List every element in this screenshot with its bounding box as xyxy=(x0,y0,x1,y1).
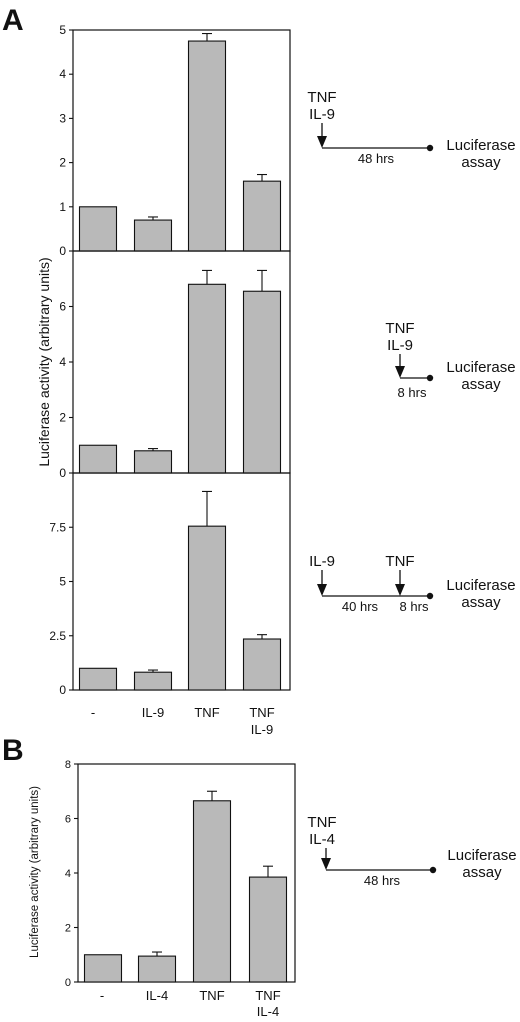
schematic-label: IL-4 xyxy=(309,831,335,848)
bar xyxy=(133,219,173,252)
bar xyxy=(242,180,282,252)
schematic-label: TNF xyxy=(307,814,336,831)
panel-a-x-axis-labels: - IL-9 TNF TNF IL-9 xyxy=(91,705,275,737)
bar xyxy=(187,40,227,252)
bar xyxy=(133,450,173,474)
duration-label: 8 hrs xyxy=(398,385,427,400)
arrow-down-icon xyxy=(317,584,327,596)
panel-a-y-axis-label: Luciferase activity (arbitrary units) xyxy=(36,257,52,466)
chart-a-top: 0 1 2 3 4 5 xyxy=(59,23,291,258)
panel-b-x-axis-labels: - IL-4 TNF TNF IL-4 xyxy=(100,988,281,1019)
y-tick-label: 2 xyxy=(59,156,66,170)
endpoint-dot xyxy=(426,374,434,382)
arrow-down-icon xyxy=(321,858,331,870)
y-tick-label: 7.5 xyxy=(49,520,66,534)
assay-label-line2: assay xyxy=(461,594,501,611)
bar xyxy=(133,671,173,691)
x-label-4-line1: TNF xyxy=(249,705,274,720)
assay-label-line1: Luciferase xyxy=(446,359,515,376)
chart-b: 0 2 4 6 8 xyxy=(65,759,296,989)
duration-label: 48 hrs xyxy=(358,151,395,166)
chart-a-middle: 0 2 4 6 xyxy=(59,250,291,480)
schematic-label: IL-9 xyxy=(309,553,335,570)
y-tick-label: 4 xyxy=(59,355,66,369)
endpoint-dot xyxy=(426,144,434,152)
chart-a-bottom: 0 2.5 5 7.5 xyxy=(49,472,291,697)
arrow-down-icon xyxy=(395,584,405,596)
panel-b-y-axis-label: Luciferase activity (arbitrary units) xyxy=(29,786,41,958)
duration-label: 48 hrs xyxy=(364,873,401,888)
y-tick-label: 1 xyxy=(59,200,66,214)
x-label-4-line2: IL-4 xyxy=(257,1004,279,1019)
x-label-4-line2: IL-9 xyxy=(251,722,273,737)
bar xyxy=(187,525,227,691)
endpoint-dot xyxy=(426,592,434,600)
bar xyxy=(242,638,282,691)
assay-label-line1: Luciferase xyxy=(447,847,516,864)
y-tick-label: 4 xyxy=(65,868,71,880)
y-tick-label: 4 xyxy=(59,67,66,81)
y-tick-label: 5 xyxy=(59,575,66,589)
y-tick-label: 0 xyxy=(65,977,71,989)
bar xyxy=(192,800,232,983)
y-tick-label: 2 xyxy=(65,923,71,935)
x-label-3: TNF xyxy=(194,705,219,720)
bar xyxy=(83,954,123,983)
duration-label: 40 hrs xyxy=(342,599,379,614)
x-label-2: IL-9 xyxy=(142,705,164,720)
assay-label-line2: assay xyxy=(462,864,502,881)
schematic-label: TNF xyxy=(385,320,414,337)
assay-label-line2: assay xyxy=(461,154,501,171)
y-tick-label: 2.5 xyxy=(49,629,66,643)
panel-letter-b: B xyxy=(2,734,24,767)
x-label-3: TNF xyxy=(199,988,224,1003)
arrow-down-icon xyxy=(395,366,405,378)
bar xyxy=(78,444,118,474)
assay-label-line2: assay xyxy=(461,376,501,393)
schematic-label: TNF xyxy=(385,553,414,570)
schematic-a-bottom: IL-9 TNF 40 hrs 8 hrs Luciferase assay xyxy=(309,553,516,614)
y-tick-label: 6 xyxy=(65,814,71,826)
bar xyxy=(187,283,227,474)
endpoint-dot xyxy=(429,866,437,874)
y-tick-label: 8 xyxy=(65,759,71,771)
schematic-label: IL-9 xyxy=(387,337,413,354)
x-label-1: - xyxy=(100,988,104,1003)
x-label-1: - xyxy=(91,705,95,720)
bar xyxy=(137,955,177,983)
x-label-2: IL-4 xyxy=(146,988,168,1003)
schematic-a-top: TNF IL-9 48 hrs Luciferase assay xyxy=(307,89,515,171)
x-label-4-line1: TNF xyxy=(255,988,280,1003)
duration-label: 8 hrs xyxy=(400,599,429,614)
schematic-b: TNF IL-4 48 hrs Luciferase assay xyxy=(307,814,516,888)
bar xyxy=(248,876,288,983)
schematic-label: TNF xyxy=(307,89,336,106)
schematic-a-middle: TNF IL-9 8 hrs Luciferase assay xyxy=(385,320,515,400)
y-tick-label: 3 xyxy=(59,111,66,125)
arrow-down-icon xyxy=(317,136,327,148)
y-tick-label: 6 xyxy=(59,300,66,314)
y-tick-label: 2 xyxy=(59,411,66,425)
bar xyxy=(78,667,118,691)
y-tick-label: 5 xyxy=(59,23,66,37)
y-tick-label: 0 xyxy=(59,466,66,480)
bar xyxy=(242,290,282,474)
panel-letter-a: A xyxy=(2,4,24,37)
y-tick-label: 0 xyxy=(59,683,66,697)
bar xyxy=(78,206,118,252)
assay-label-line1: Luciferase xyxy=(446,577,515,594)
schematic-label: IL-9 xyxy=(309,106,335,123)
y-tick-label: 0 xyxy=(59,244,66,258)
assay-label-line1: Luciferase xyxy=(446,137,515,154)
